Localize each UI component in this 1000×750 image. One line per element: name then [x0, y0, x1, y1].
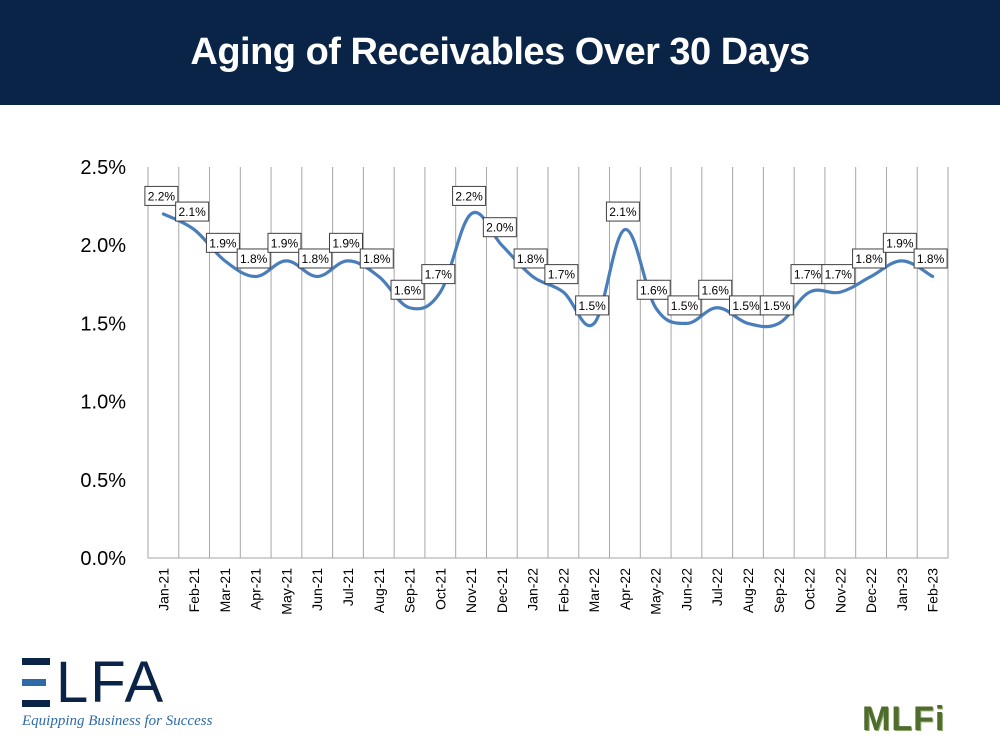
- y-tick-label: 1.0%: [80, 392, 126, 414]
- data-label-box: [882, 232, 917, 253]
- x-tick-label: Jan-23: [894, 568, 910, 611]
- data-label-box: [482, 217, 517, 238]
- y-tick-label: 2.0%: [80, 235, 126, 257]
- data-label-box: [636, 279, 671, 300]
- data-label: 2.0%: [486, 221, 514, 235]
- data-label: 1.7%: [425, 268, 453, 282]
- data-label: 1.7%: [548, 268, 576, 282]
- data-label-box: [821, 264, 856, 285]
- data-label: 1.9%: [886, 236, 914, 250]
- x-tick-label: Feb-21: [186, 568, 202, 613]
- x-tick-label: Jan-21: [155, 568, 171, 611]
- data-label-box: [329, 232, 363, 253]
- data-label-box: [852, 248, 887, 269]
- x-tick-label: Jul-22: [709, 568, 725, 606]
- x-tick-label: May-22: [648, 568, 664, 615]
- data-label: 1.6%: [394, 283, 422, 297]
- data-label-box: [144, 185, 179, 206]
- data-label-box: [913, 248, 948, 269]
- data-label: 1.8%: [363, 252, 391, 266]
- elfa-wordmark: LFA: [56, 650, 166, 715]
- data-label: 2.2%: [455, 189, 483, 203]
- y-tick-label: 0.5%: [80, 470, 126, 492]
- data-label: 1.6%: [640, 283, 668, 297]
- data-label: 1.8%: [917, 252, 945, 266]
- data-label-box: [267, 232, 302, 253]
- x-tick-label: Oct-22: [802, 568, 818, 610]
- data-label: 2.1%: [609, 205, 637, 219]
- y-tick-label: 2.5%: [80, 157, 126, 179]
- data-label-box: [759, 295, 794, 316]
- data-label-box: [513, 248, 548, 269]
- y-tick-label: 0.0%: [80, 548, 126, 570]
- data-label: 1.5%: [763, 299, 791, 313]
- x-tick-label: Jun-22: [678, 568, 694, 611]
- data-label-box: [421, 264, 456, 285]
- data-label-box: [452, 185, 487, 206]
- series-line: [161, 210, 935, 329]
- data-label: 2.1%: [178, 205, 206, 219]
- data-label: 1.8%: [302, 252, 330, 266]
- data-label: 1.5%: [671, 299, 699, 313]
- x-tick-label: Feb-22: [555, 568, 571, 613]
- x-tick-label: May-21: [278, 568, 294, 615]
- x-tick-label: Dec-22: [863, 568, 879, 613]
- x-tick-label: Aug-22: [740, 568, 756, 613]
- x-tick-label: Jul-21: [340, 568, 356, 606]
- data-label: 1.8%: [517, 252, 545, 266]
- title-banner: Aging of Receivables Over 30 Days: [0, 0, 1000, 105]
- x-tick-label: Dec-21: [494, 568, 510, 613]
- x-tick-label: Aug-21: [371, 568, 387, 613]
- data-label-box: [544, 264, 579, 285]
- data-label-box: [698, 279, 733, 300]
- data-label: 1.7%: [794, 268, 822, 282]
- x-tick-label: Oct-21: [432, 568, 448, 610]
- data-label-box: [667, 295, 702, 316]
- data-label: 1.9%: [332, 236, 360, 250]
- data-label-box: [359, 248, 394, 269]
- data-label: 1.9%: [209, 236, 237, 250]
- data-label: 1.8%: [855, 252, 883, 266]
- x-tick-label: Jun-21: [309, 568, 325, 611]
- x-tick-label: Nov-22: [832, 568, 848, 613]
- elfa-e-mark-icon: [22, 658, 50, 707]
- data-label-box: [390, 279, 425, 300]
- x-tick-label: Sep-22: [771, 568, 787, 613]
- y-tick-label: 1.5%: [80, 313, 126, 335]
- x-tick-label: Sep-21: [402, 568, 418, 613]
- data-label-box: [575, 295, 610, 316]
- data-label: 1.7%: [825, 268, 853, 282]
- x-tick-label: Mar-21: [217, 568, 233, 613]
- data-label: 1.6%: [702, 283, 730, 297]
- x-tick-label: Jan-22: [525, 568, 541, 611]
- mlfi-logo: MLFi: [862, 700, 946, 738]
- x-tick-label: Mar-22: [586, 568, 602, 613]
- data-label-box: [205, 232, 240, 253]
- data-label: 1.9%: [271, 236, 299, 250]
- data-label: 2.2%: [148, 189, 176, 203]
- data-label-box: [298, 248, 333, 269]
- data-label-box: [236, 248, 271, 269]
- data-label: 1.5%: [578, 299, 606, 313]
- elfa-logo: LFA Equipping Business for Success: [22, 650, 242, 735]
- line-chart: 0.0% 0.5% 1.0% 1.5% 2.0% 2.5% Jan-21 Feb-21 Mar-…: [80, 157, 949, 615]
- page-title: Aging of Receivables Over 30 Days: [190, 31, 810, 73]
- data-label: 1.5%: [732, 299, 760, 313]
- data-label: 1.8%: [240, 252, 268, 266]
- data-label-box: [175, 201, 210, 222]
- elfa-tagline: Equipping Business for Success: [22, 713, 213, 729]
- x-tick-label: Apr-22: [617, 568, 633, 610]
- x-tick-label: Nov-21: [463, 568, 479, 613]
- x-tick-label: Feb-23: [925, 568, 941, 613]
- x-tick-label: Apr-21: [248, 568, 264, 610]
- data-label-box: [605, 201, 640, 222]
